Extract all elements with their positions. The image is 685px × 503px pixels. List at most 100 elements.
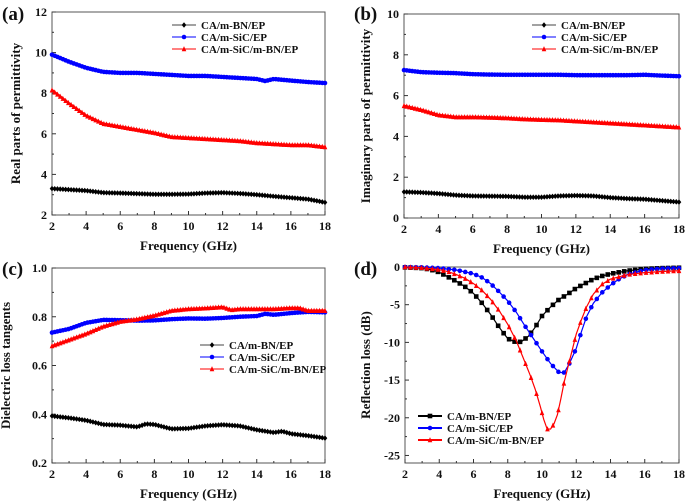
- data-point: [452, 270, 457, 277]
- data-point: [577, 192, 583, 199]
- data-point: [197, 190, 202, 197]
- data-point: [227, 422, 232, 429]
- data-point: [539, 409, 545, 416]
- data-point: [68, 415, 74, 421]
- data-point: [77, 416, 82, 423]
- x-tick-label: 6: [117, 219, 123, 233]
- data-point: [109, 190, 115, 196]
- data-point: [194, 190, 199, 197]
- data-point: [145, 191, 150, 197]
- data-point: [484, 193, 489, 199]
- data-point: [533, 194, 539, 200]
- data-point: [268, 429, 273, 435]
- data-point: [654, 266, 660, 272]
- data-point: [523, 324, 528, 330]
- data-point: [137, 190, 142, 197]
- data-point: [668, 198, 674, 205]
- data-point: [534, 390, 539, 397]
- data-point: [534, 340, 539, 346]
- data-point: [134, 126, 139, 132]
- y-tick-label: -10: [384, 335, 400, 349]
- data-point: [300, 306, 306, 312]
- data-point: [522, 194, 528, 200]
- data-point: [115, 190, 120, 196]
- data-point: [512, 307, 517, 313]
- data-point: [52, 185, 58, 192]
- data-point: [227, 190, 232, 196]
- data-point: [574, 192, 580, 199]
- data-point: [85, 113, 90, 119]
- data-point: [295, 195, 300, 202]
- data-point: [82, 111, 88, 117]
- legend-label: CA/m-SiC/EP: [201, 32, 267, 44]
- data-point: [580, 192, 586, 199]
- x-tick-label: 4: [83, 467, 89, 481]
- data-point: [616, 195, 621, 201]
- panel-label: (b): [354, 4, 377, 25]
- data-point: [322, 80, 328, 86]
- data-point: [627, 195, 632, 202]
- data-point: [583, 305, 589, 311]
- data-point: [178, 191, 183, 197]
- data-point: [292, 431, 298, 438]
- data-point: [408, 264, 413, 270]
- data-point: [254, 191, 260, 198]
- data-point: [287, 430, 292, 437]
- data-point: [191, 424, 197, 431]
- data-point: [284, 194, 290, 201]
- data-point: [77, 187, 82, 194]
- data-point: [495, 193, 500, 200]
- data-point: [60, 414, 66, 421]
- x-tick-label: 18: [673, 467, 685, 481]
- data-point: [501, 314, 506, 321]
- y-axis-title: Real parts of permittivity: [8, 42, 23, 184]
- data-point: [407, 189, 412, 195]
- data-point: [150, 421, 156, 428]
- data-point: [238, 423, 243, 429]
- data-point: [107, 190, 112, 196]
- data-point: [409, 189, 415, 195]
- data-point: [578, 319, 583, 325]
- y-tick-label: 12: [35, 5, 47, 19]
- data-point: [401, 189, 407, 195]
- data-point: [660, 266, 665, 271]
- data-point: [120, 124, 126, 130]
- series-ca-m-bn-ep: [49, 413, 328, 441]
- data-point: [205, 423, 210, 429]
- data-point: [55, 413, 60, 420]
- data-point: [490, 315, 495, 320]
- legend-label: CA/m-BN/EP: [447, 411, 511, 423]
- y-tick-label: 0.6: [32, 359, 47, 373]
- data-point: [434, 190, 440, 197]
- data-point: [629, 195, 635, 202]
- series-ca-m-sic-ep: [49, 52, 328, 86]
- data-point: [303, 307, 309, 313]
- data-point: [528, 194, 533, 200]
- data-point: [156, 422, 161, 429]
- x-tick-label: 14: [251, 219, 263, 233]
- data-point: [567, 358, 572, 364]
- chart-panel-c: (c) 2 4 6 8 10 12 14 16 18 0.2 0.4 0.6 0.8 1.0 Frequenc…: [0, 259, 331, 501]
- y-tick-label: -25: [384, 448, 400, 462]
- data-point: [292, 195, 298, 201]
- y-tick-label: 1.0: [32, 261, 47, 275]
- panel-label: (d): [354, 259, 377, 280]
- x-tick-label: 12: [570, 222, 582, 236]
- data-point: [68, 101, 74, 108]
- data-point: [610, 194, 616, 201]
- data-point: [418, 106, 423, 113]
- x-tick-label: 6: [117, 467, 123, 481]
- data-point: [322, 199, 328, 206]
- data-point: [517, 347, 523, 353]
- data-point: [265, 428, 270, 435]
- x-tick-label: 14: [251, 467, 263, 481]
- legend-label: CA/m-SiC/m-BN/EP: [447, 435, 544, 447]
- data-point: [273, 429, 279, 436]
- data-point: [142, 191, 148, 197]
- data-point: [93, 117, 98, 123]
- data-point: [243, 424, 249, 431]
- data-point: [147, 191, 153, 197]
- data-point: [300, 195, 306, 202]
- data-point: [578, 332, 583, 338]
- data-point: [583, 316, 589, 322]
